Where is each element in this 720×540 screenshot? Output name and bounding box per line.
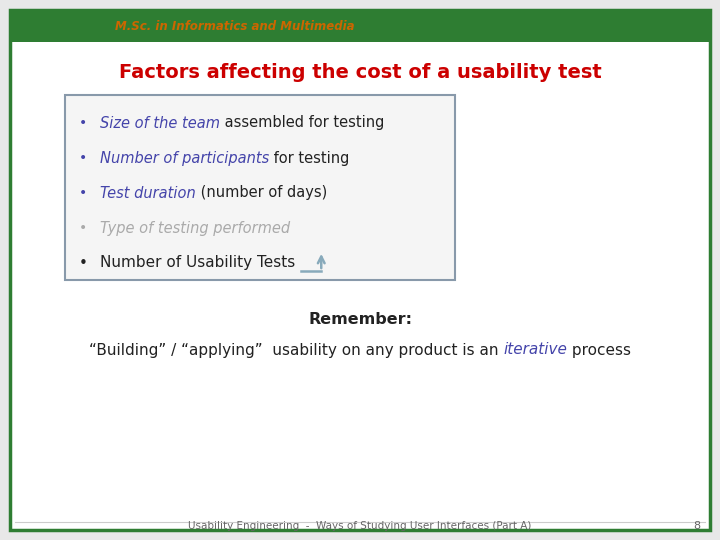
Text: for testing: for testing — [269, 151, 350, 165]
Text: 8: 8 — [693, 521, 700, 531]
Text: Usability Engineering  -  Ways of Studying User Interfaces (Part A): Usability Engineering - Ways of Studying… — [189, 521, 531, 531]
Bar — [65, 95, 455, 280]
Text: Number of participants: Number of participants — [100, 151, 269, 165]
Text: •: • — [79, 186, 87, 200]
Text: M.Sc. in Informatics and Multimedia: M.Sc. in Informatics and Multimedia — [115, 19, 354, 32]
Text: •: • — [79, 151, 87, 165]
Text: •: • — [79, 116, 87, 130]
Text: •: • — [78, 255, 87, 271]
Text: iterative: iterative — [503, 342, 567, 357]
Text: Test duration: Test duration — [100, 186, 196, 200]
Text: •: • — [79, 221, 87, 235]
Text: (number of days): (number of days) — [196, 186, 327, 200]
Text: Size of the team: Size of the team — [100, 116, 220, 131]
Text: Type of testing performed: Type of testing performed — [100, 220, 290, 235]
Text: assembled for testing: assembled for testing — [220, 116, 384, 131]
Text: “Building” / “applying”  usability on any product is an: “Building” / “applying” usability on any… — [89, 342, 503, 357]
Text: Number of Usability Tests: Number of Usability Tests — [100, 255, 295, 271]
Bar — [10, 10, 710, 42]
Text: process: process — [567, 342, 631, 357]
Text: Factors affecting the cost of a usability test: Factors affecting the cost of a usabilit… — [119, 63, 601, 82]
Text: Remember:: Remember: — [308, 313, 412, 327]
